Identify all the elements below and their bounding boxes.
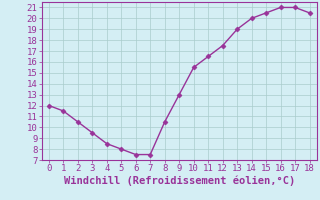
X-axis label: Windchill (Refroidissement éolien,°C): Windchill (Refroidissement éolien,°C) [64, 176, 295, 186]
